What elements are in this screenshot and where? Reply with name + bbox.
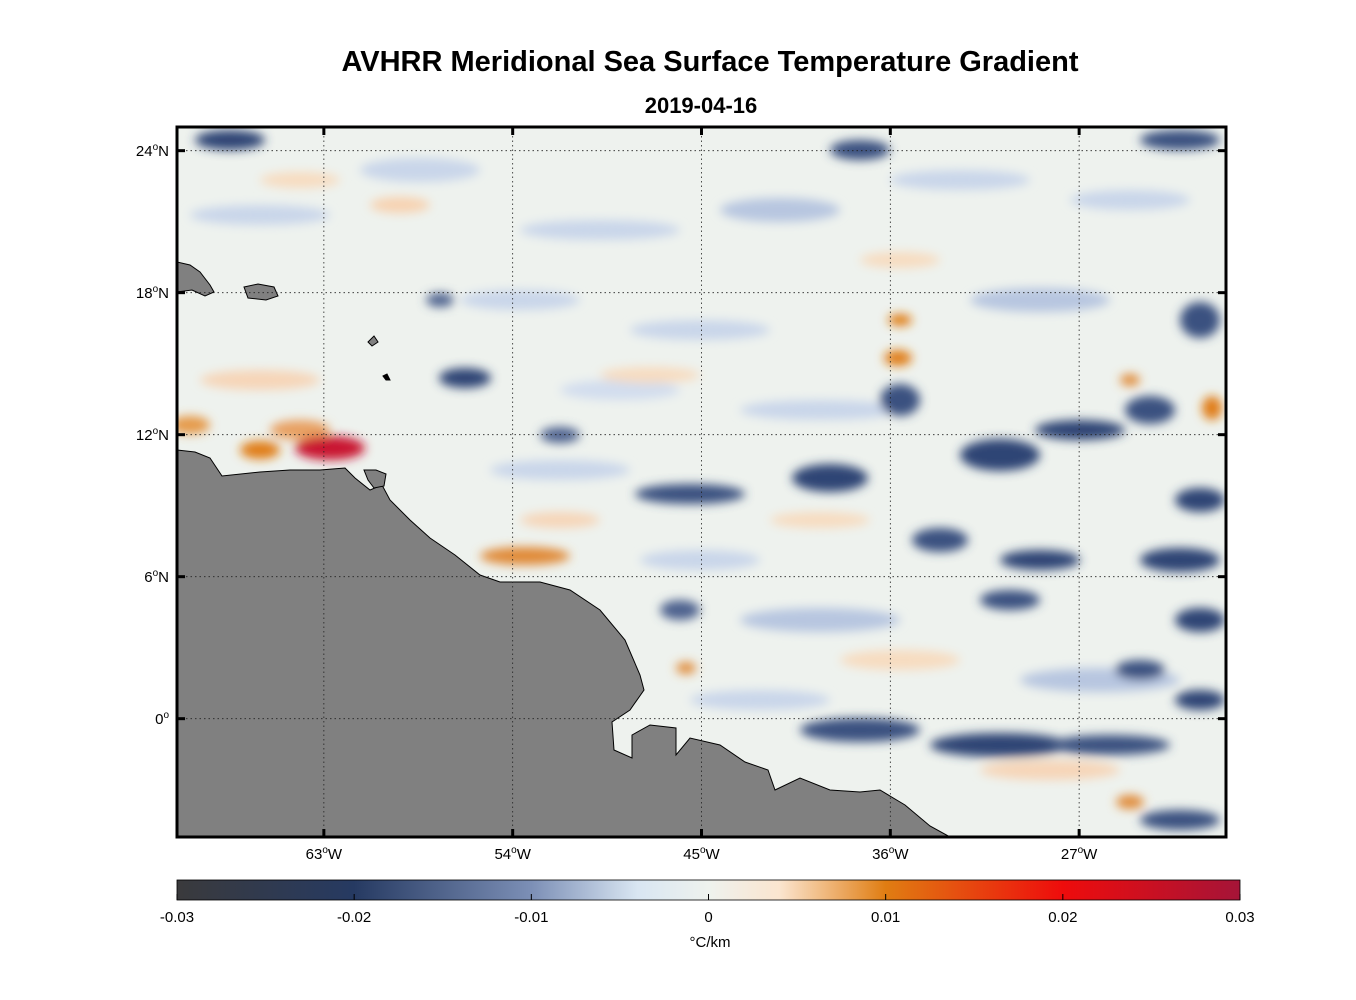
lat-deg: 12 (135, 426, 153, 444)
lon-deg: 27 (1060, 846, 1078, 863)
degree-sign: o (163, 709, 169, 721)
colorbar-tick-label: -0.01 (514, 909, 549, 926)
lon-hemi: W (327, 846, 343, 863)
lon-deg: 54 (494, 846, 512, 863)
gridlines (177, 127, 1226, 837)
lat-label: 12oN (109, 426, 169, 444)
colorbar-unit: °C/km (689, 934, 731, 951)
lat-label: 6oN (109, 568, 169, 586)
land-masses (177, 261, 951, 837)
colorbar-tick-label: -0.03 (159, 909, 195, 926)
lon-label: 45oW (662, 845, 742, 863)
degree-sign: o (888, 845, 895, 856)
degree-sign: o (511, 845, 517, 856)
lat-label: 18oN (109, 284, 169, 302)
degree-sign: o (152, 567, 159, 579)
degree-sign: o (152, 141, 159, 153)
south-america-land (177, 449, 951, 837)
map-frame (175, 125, 1228, 839)
lat-deg: 6 (144, 568, 153, 586)
lon-label: 63oW (284, 845, 364, 863)
lon-label: 27oW (1039, 845, 1119, 863)
small-island-2 (382, 373, 391, 381)
colorbar-tick-label: 0.02 (1048, 909, 1078, 926)
lon-deg: 36 (872, 846, 889, 863)
lon-hemi: W (894, 846, 909, 863)
sst-gradient-field (177, 130, 1225, 830)
colorbar-ticks (176, 894, 1241, 900)
degree-sign: o (1077, 845, 1084, 856)
lat-hemi: N (158, 284, 169, 302)
lon-deg: 45 (683, 846, 700, 863)
degree-sign: o (322, 845, 328, 856)
colorbar-tick-label: 0.01 (871, 909, 901, 926)
lat-deg: 0 (155, 710, 164, 728)
colorbar-tick-label: 0 (704, 909, 713, 926)
degree-sign: o (152, 425, 159, 437)
lon-hemi: W (1083, 846, 1098, 863)
map-title: AVHRR Meridional Sea Surface Temperature… (341, 46, 1079, 78)
lat-hemi: N (158, 142, 169, 160)
lon-label: 54oW (473, 845, 553, 863)
trinidad-island (363, 469, 387, 489)
colorbar-tick-label: -0.02 (337, 909, 372, 926)
lat-label: 0o (109, 710, 169, 728)
map-date: 2019-04-16 (644, 93, 758, 118)
lat-deg: 24 (135, 142, 153, 160)
lat-hemi: N (158, 568, 169, 586)
lat-label: 24oN (109, 142, 169, 160)
lon-hemi: W (516, 846, 531, 863)
degree-sign: o (699, 845, 706, 856)
colorbar-tick-label: 0.03 (1225, 909, 1255, 926)
lon-hemi: W (705, 846, 720, 863)
lon-label: 36oW (850, 845, 930, 863)
lat-deg: 18 (135, 284, 153, 302)
puerto-rico-island (243, 283, 279, 301)
lat-hemi: N (158, 426, 169, 444)
degree-sign: o (152, 283, 159, 295)
small-island-1 (367, 335, 379, 347)
lon-deg: 63 (305, 846, 323, 863)
